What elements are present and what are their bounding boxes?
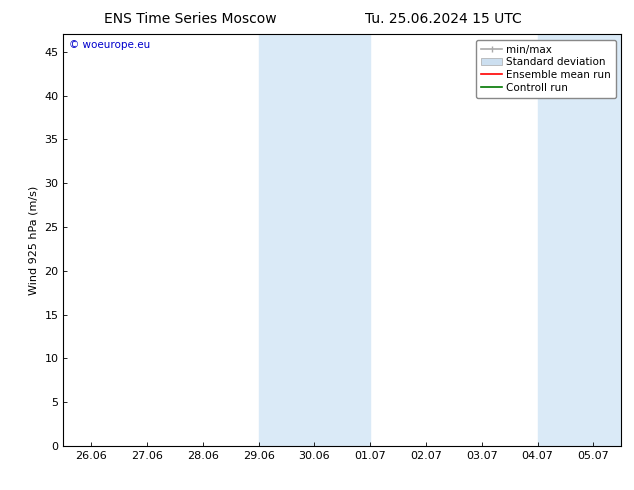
Y-axis label: Wind 925 hPa (m/s): Wind 925 hPa (m/s) (29, 186, 39, 294)
Text: Tu. 25.06.2024 15 UTC: Tu. 25.06.2024 15 UTC (365, 12, 522, 26)
Text: © woeurope.eu: © woeurope.eu (69, 41, 150, 50)
Bar (538, 34, 621, 446)
Legend: min/max, Standard deviation, Ensemble mean run, Controll run: min/max, Standard deviation, Ensemble me… (476, 40, 616, 98)
Bar (259, 34, 370, 446)
Text: ENS Time Series Moscow: ENS Time Series Moscow (104, 12, 276, 26)
